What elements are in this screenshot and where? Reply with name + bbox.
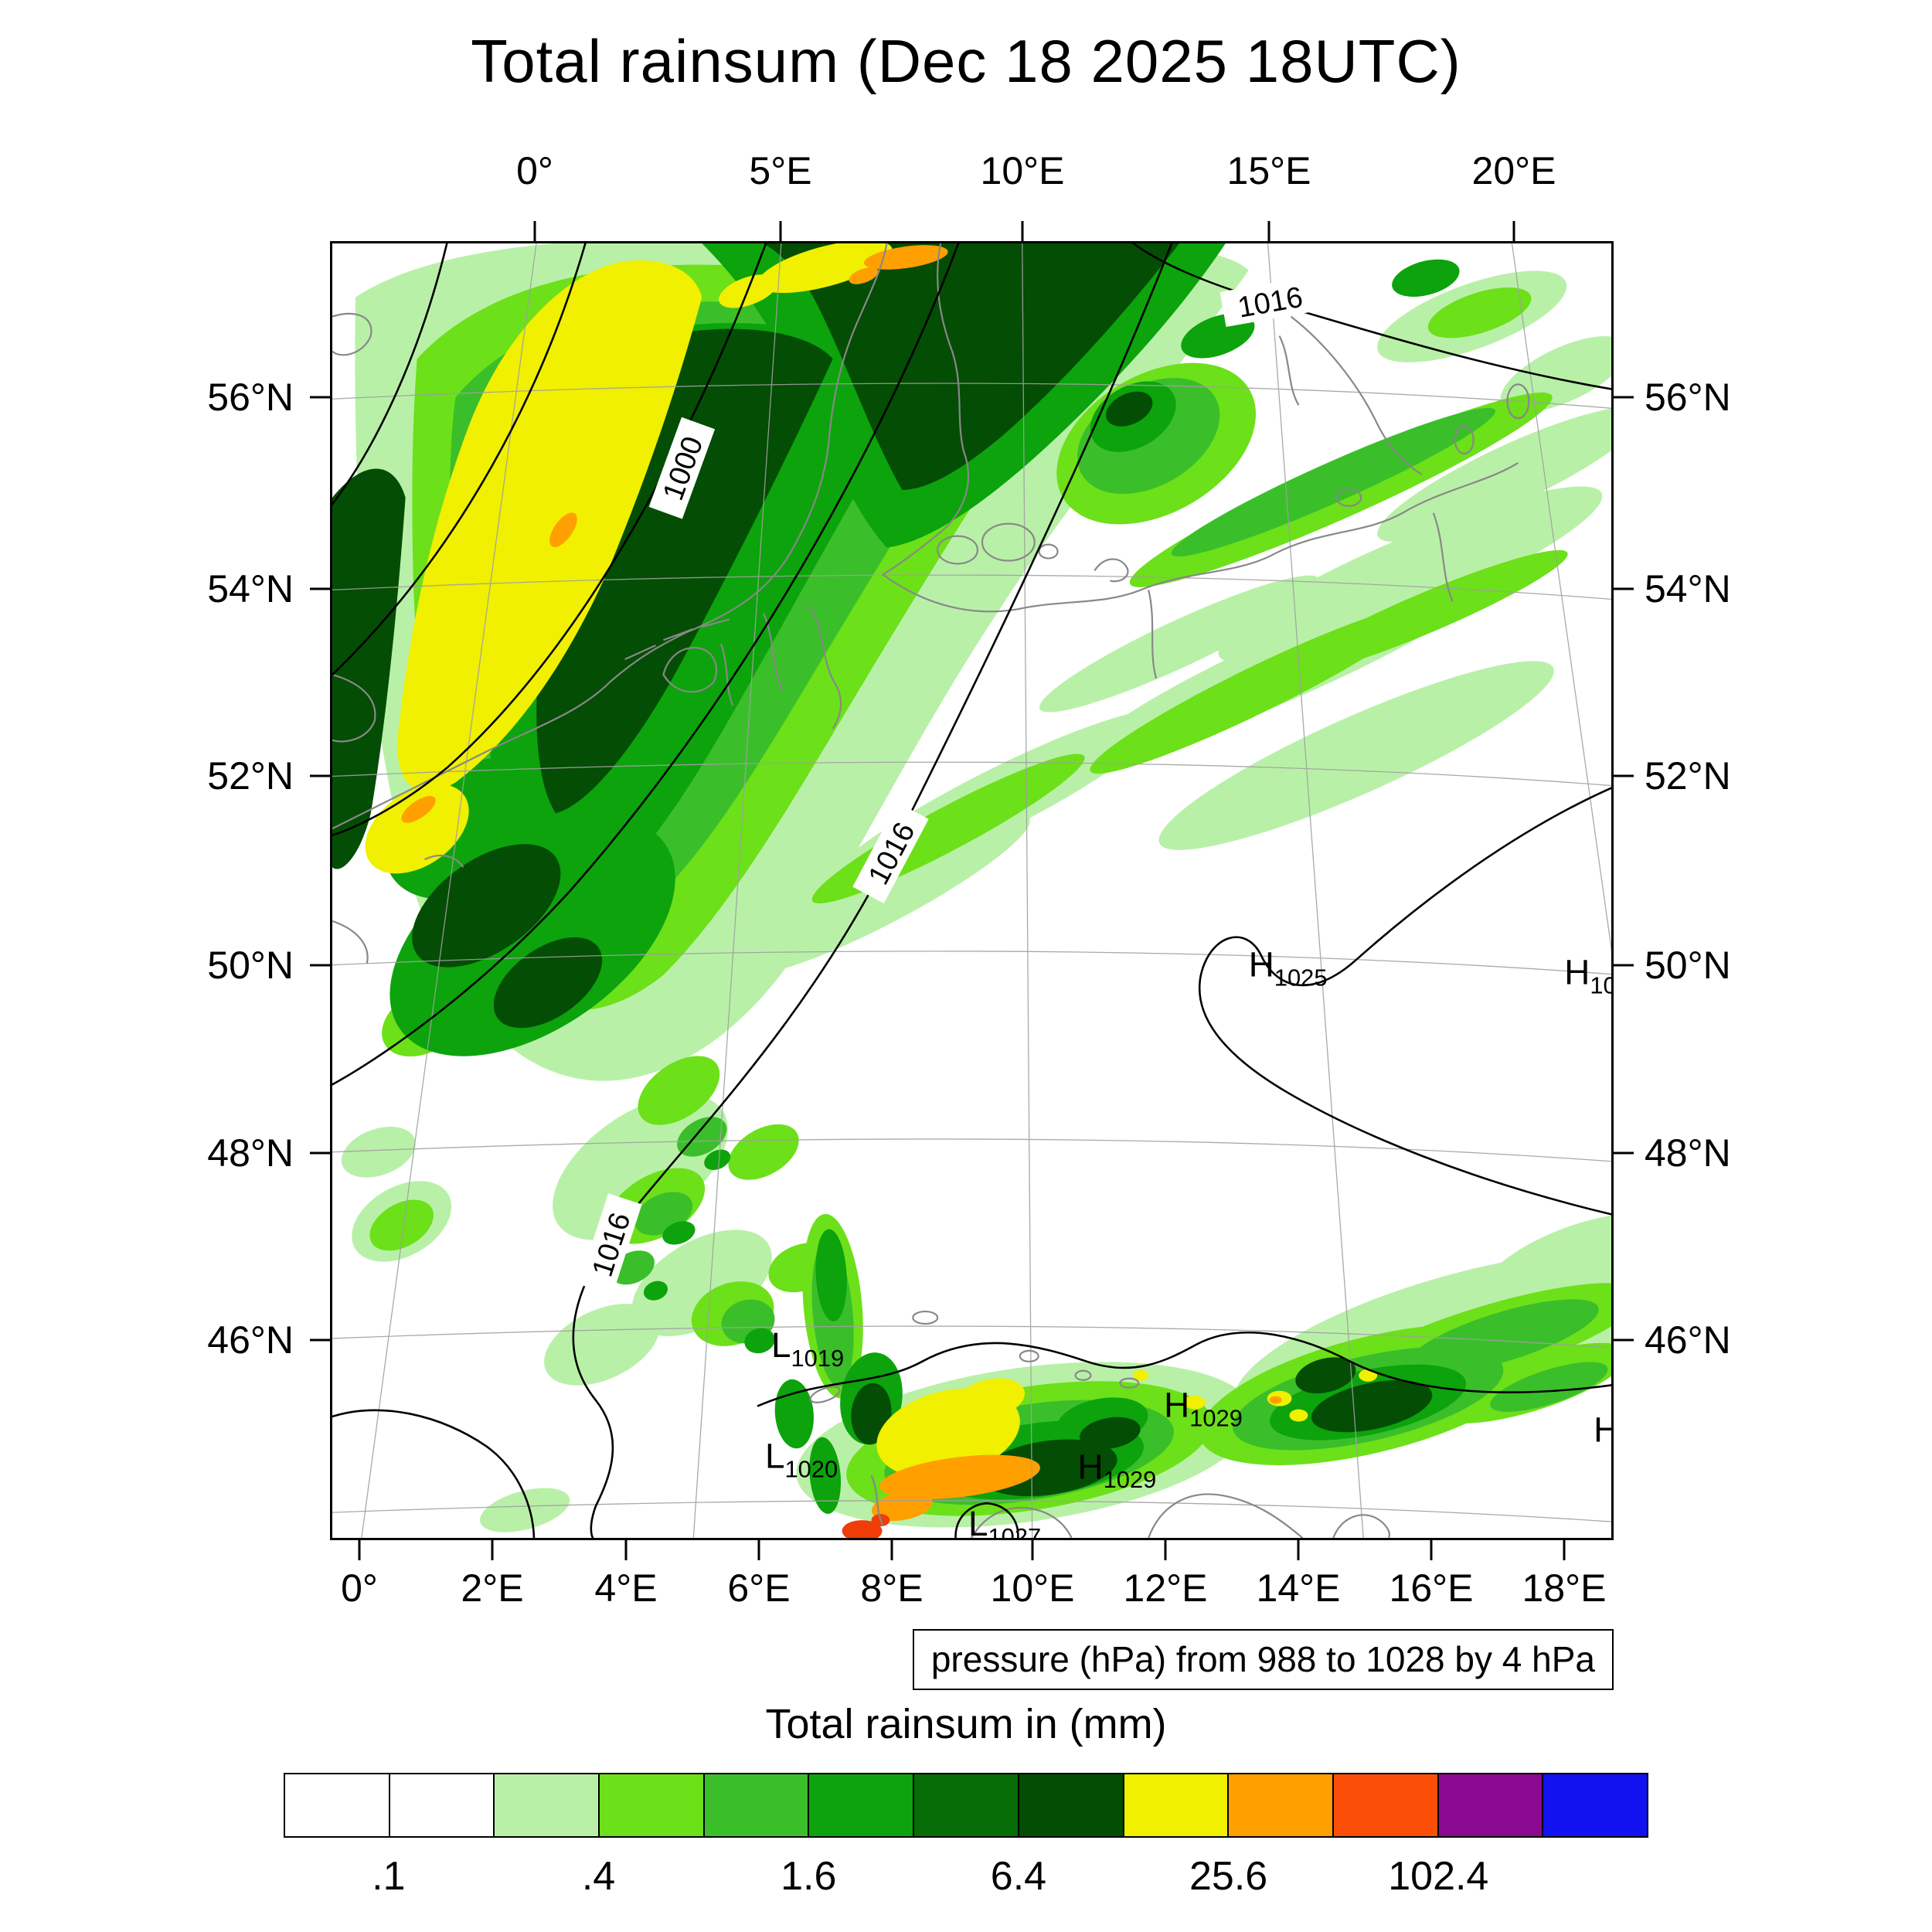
axis-label-top-1: 5°E — [749, 149, 812, 192]
pressure-center-l1027: L1027 — [968, 1504, 1041, 1538]
colorbar-cell — [1543, 1774, 1647, 1836]
axis-label-right-5: 46°N — [1645, 1318, 1731, 1362]
axis-label-top-4: 20°E — [1471, 149, 1556, 192]
colorbar-tick-label-1: .4 — [581, 1854, 616, 1899]
coastlines — [332, 243, 1530, 1538]
axis-label-bottom-8: 16°E — [1389, 1566, 1474, 1610]
pressure-center-h-bottom-right: H — [1594, 1410, 1611, 1449]
colorbar-cell — [704, 1774, 808, 1836]
axis-label-bottom-5: 10°E — [990, 1566, 1075, 1610]
axis-label-bottom-9: 18°E — [1522, 1566, 1607, 1610]
colorbar-tick-label-0: .1 — [372, 1854, 406, 1899]
colorbar-cell — [1333, 1774, 1437, 1836]
axis-label-bottom-6: 12°E — [1123, 1566, 1208, 1610]
map-plot-area: 1016 1000 1016 1016 H1025 H10 — [330, 241, 1614, 1540]
axis-label-left-1: 54°N — [207, 567, 294, 611]
contour-labels: 1016 1000 1016 1016 — [578, 275, 1321, 1295]
page-title: Total rainsum (Dec 18 2025 18UTC) — [471, 27, 1461, 95]
pressure-center-h-right-edge: H10 — [1564, 953, 1611, 999]
pressure-contour-note: pressure (hPa) from 988 to 1028 by 4 hPa — [912, 1629, 1614, 1691]
colorbar-tick-label-5: 102.4 — [1388, 1854, 1489, 1899]
axis-label-left-2: 52°N — [207, 754, 294, 798]
axis-label-right-0: 56°N — [1645, 376, 1731, 419]
colorbar-cell — [1229, 1774, 1332, 1836]
pressure-center-l1019: L1019 — [771, 1325, 844, 1372]
graticule — [332, 243, 1611, 1538]
axis-label-bottom-1: 2°E — [461, 1566, 524, 1610]
axis-label-top-2: 10°E — [980, 149, 1065, 192]
colorbar-cell — [285, 1774, 389, 1836]
colorbar-tick-label-2: 1.6 — [781, 1854, 837, 1899]
axis-label-left-5: 46°N — [207, 1318, 294, 1362]
colorbar-tick-labels: .1 .4 1.6 6.4 25.6 102.4 — [284, 1853, 1648, 1900]
pressure-center-h1029-lower: H1029 — [1078, 1447, 1157, 1493]
axis-label-bottom-3: 6°E — [727, 1566, 791, 1610]
colorbar-cell — [809, 1774, 913, 1836]
axis-label-right-3: 50°N — [1645, 944, 1731, 987]
axis-label-bottom-2: 4°E — [594, 1566, 658, 1610]
axis-label-left-0: 56°N — [207, 376, 294, 419]
colorbar-cell — [600, 1774, 703, 1836]
axis-label-bottom-7: 14°E — [1256, 1566, 1341, 1610]
axis-label-bottom-0: 0° — [341, 1566, 378, 1610]
precipitation-shading — [332, 243, 1611, 1538]
pressure-centers: H1025 H10 L1019 L1020 H1029 H1029 L1027 … — [765, 945, 1611, 1538]
colorbar-cell — [389, 1774, 494, 1836]
colorbar — [284, 1773, 1648, 1838]
axis-label-top-0: 0° — [516, 149, 553, 192]
colorbar-cell — [914, 1774, 1018, 1836]
pressure-center-h1029-upper: H1029 — [1164, 1386, 1243, 1432]
colorbar-cell — [495, 1774, 599, 1836]
colorbar-cell — [1124, 1774, 1228, 1836]
colorbar-cell — [1438, 1774, 1543, 1836]
axis-label-left-3: 50°N — [207, 944, 294, 987]
axis-label-top-3: 15°E — [1226, 149, 1311, 192]
axis-label-left-4: 48°N — [207, 1131, 294, 1175]
pressure-center-h1025: H1025 — [1249, 945, 1328, 992]
pressure-center-l1020: L1020 — [765, 1436, 838, 1482]
axis-label-bottom-4: 8°E — [860, 1566, 923, 1610]
axis-label-right-4: 48°N — [1645, 1131, 1731, 1175]
axis-label-right-1: 54°N — [1645, 567, 1731, 611]
map-canvas: 1016 1000 1016 1016 H1025 H10 — [332, 243, 1611, 1538]
colorbar-tick-label-4: 25.6 — [1189, 1854, 1268, 1899]
axis-label-right-2: 52°N — [1645, 754, 1731, 798]
colorbar-tick-label-3: 6.4 — [990, 1854, 1047, 1899]
colorbar-cell — [1019, 1774, 1123, 1836]
colorbar-title: Total rainsum in (mm) — [765, 1701, 1167, 1747]
